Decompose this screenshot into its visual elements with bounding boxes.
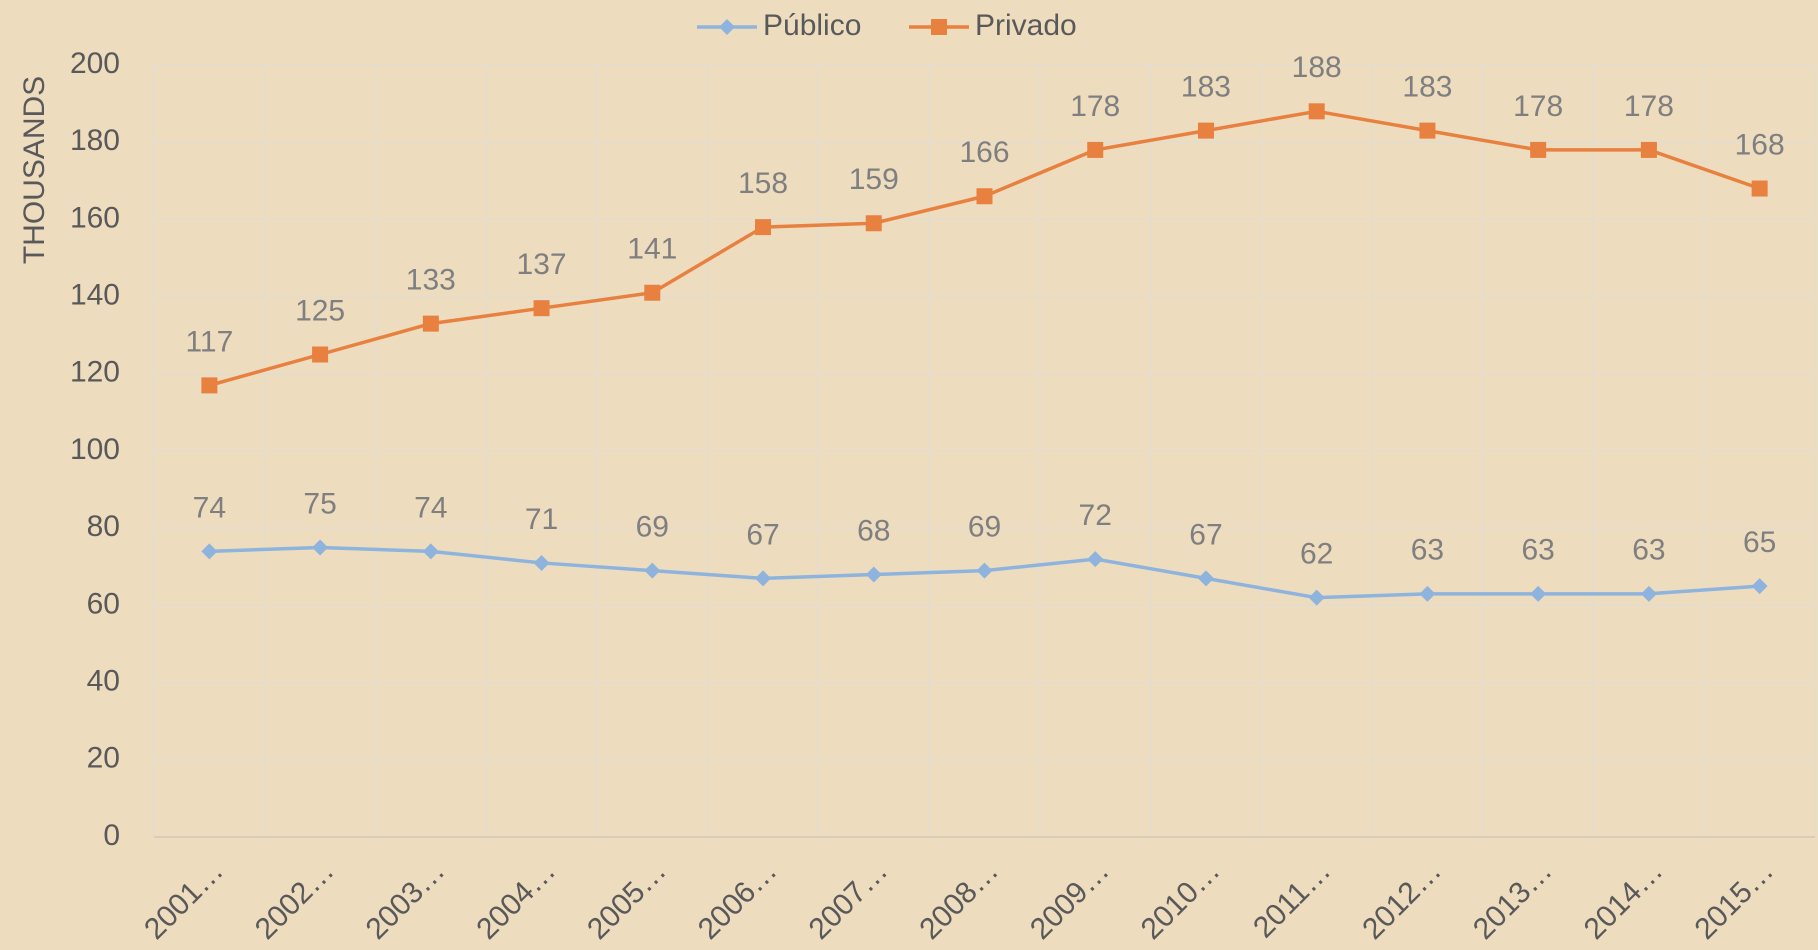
data-label: 166 xyxy=(959,136,1009,169)
data-label: 63 xyxy=(1632,534,1665,567)
y-axis-label: THOUSANDS xyxy=(18,76,51,264)
data-point xyxy=(1087,551,1104,568)
y-tick-label: 80 xyxy=(87,510,120,543)
y-tick-label: 160 xyxy=(70,201,120,234)
data-label: 67 xyxy=(1189,518,1222,551)
data-label: 168 xyxy=(1735,128,1785,161)
data-label: 72 xyxy=(1079,499,1112,532)
legend-marker xyxy=(719,19,735,35)
data-point xyxy=(1087,141,1104,158)
data-point xyxy=(201,377,218,394)
legend-label: Público xyxy=(763,9,861,42)
x-tick-label: 2012… xyxy=(1356,854,1448,946)
x-tick-label: 2008… xyxy=(913,854,1005,946)
data-label: 63 xyxy=(1411,534,1444,567)
data-point xyxy=(1197,570,1214,587)
data-label: 62 xyxy=(1300,538,1333,571)
x-tick-label: 2015… xyxy=(1688,854,1780,946)
data-label: 75 xyxy=(303,487,336,520)
data-point xyxy=(976,562,993,579)
x-tick-label: 2007… xyxy=(803,854,895,946)
data-point xyxy=(1640,585,1657,602)
data-point xyxy=(201,543,218,560)
data-point xyxy=(422,543,439,560)
data-label: 178 xyxy=(1513,90,1563,123)
data-label: 68 xyxy=(857,514,890,547)
data-point xyxy=(1419,585,1436,602)
data-label: 183 xyxy=(1402,71,1452,104)
data-label: 188 xyxy=(1292,51,1342,84)
x-tick-label: 2004… xyxy=(470,854,562,946)
data-label: 117 xyxy=(185,325,233,358)
data-label: 63 xyxy=(1521,534,1554,567)
y-tick-label: 40 xyxy=(87,665,120,698)
data-point xyxy=(644,562,661,579)
data-point xyxy=(1640,141,1657,158)
y-tick-label: 100 xyxy=(70,433,120,466)
data-label: 183 xyxy=(1181,71,1231,104)
x-tick-label: 2013… xyxy=(1467,854,1559,946)
data-label: 69 xyxy=(968,511,1001,544)
data-point xyxy=(1419,122,1436,139)
data-point xyxy=(1751,180,1768,197)
data-point xyxy=(755,219,772,236)
data-point xyxy=(1308,103,1325,120)
data-point xyxy=(755,570,772,587)
data-point xyxy=(1197,122,1214,139)
y-tick-label: 140 xyxy=(70,279,120,312)
data-point xyxy=(1530,585,1547,602)
x-tick-label: 2002… xyxy=(249,854,341,946)
data-point xyxy=(422,315,439,332)
data-label: 67 xyxy=(746,518,779,551)
x-tick-label: 2006… xyxy=(692,854,784,946)
legend-marker xyxy=(931,19,947,35)
x-tick-label: 2009… xyxy=(1024,854,1116,946)
data-point xyxy=(865,215,882,232)
data-label: 65 xyxy=(1743,526,1776,559)
x-tick-label: 2005… xyxy=(581,854,673,946)
data-point xyxy=(312,346,329,363)
data-label: 178 xyxy=(1070,90,1120,123)
data-label: 71 xyxy=(525,503,558,536)
data-point xyxy=(1308,589,1325,606)
data-point xyxy=(533,300,550,317)
data-point xyxy=(865,566,882,583)
data-label: 178 xyxy=(1624,90,1674,123)
x-tick-label: 2014… xyxy=(1578,854,1670,946)
x-tick-label: 2003… xyxy=(360,854,452,946)
data-point xyxy=(976,188,993,205)
x-tick-label: 2001… xyxy=(138,854,230,946)
data-label: 141 xyxy=(627,233,677,266)
data-point xyxy=(644,284,661,301)
y-tick-label: 20 xyxy=(87,742,120,775)
data-label: 74 xyxy=(414,491,447,524)
data-label: 159 xyxy=(849,163,899,196)
data-label: 69 xyxy=(636,511,669,544)
y-tick-label: 60 xyxy=(87,587,120,620)
data-point xyxy=(1751,578,1768,595)
legend-label: Privado xyxy=(975,9,1077,42)
data-point xyxy=(533,554,550,571)
data-label: 74 xyxy=(193,491,226,524)
data-label: 125 xyxy=(295,294,345,327)
y-tick-label: 180 xyxy=(70,124,120,157)
data-label: 137 xyxy=(517,248,567,281)
data-label: 133 xyxy=(406,264,456,297)
x-tick-label: 2010… xyxy=(1135,854,1227,946)
x-tick-label: 2011… xyxy=(1247,854,1337,944)
y-tick-label: 0 xyxy=(103,819,120,852)
y-tick-label: 200 xyxy=(70,47,120,80)
data-point xyxy=(1530,141,1547,158)
data-label: 158 xyxy=(738,167,788,200)
data-point xyxy=(312,539,329,556)
y-tick-label: 120 xyxy=(70,356,120,389)
